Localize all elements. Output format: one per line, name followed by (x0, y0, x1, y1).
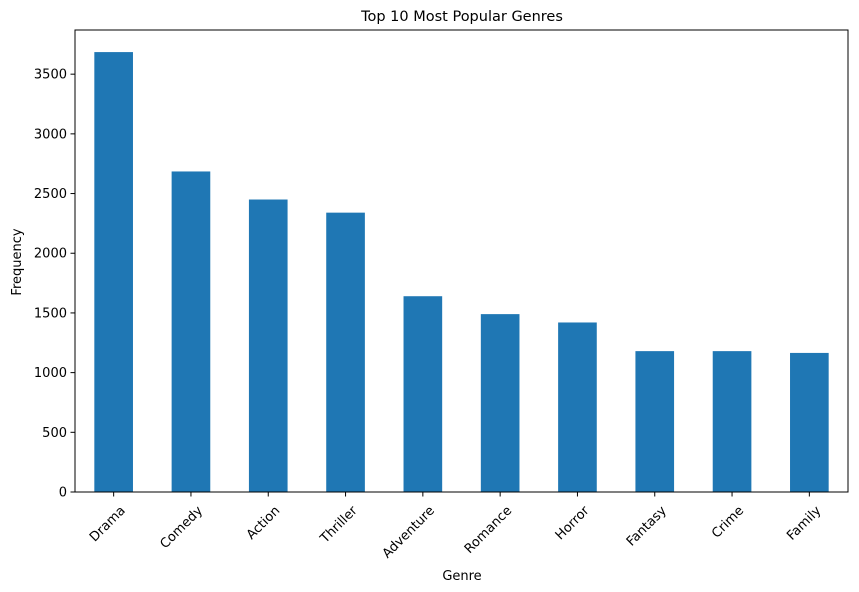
chart-title: Top 10 Most Popular Genres (360, 9, 563, 25)
bar-horror (558, 322, 597, 492)
y-tick-label: 2000 (34, 247, 67, 262)
y-tick-label: 2500 (34, 187, 67, 202)
x-axis-ticks: Drama Comedy Action Thriller Adventure Romanc… (87, 492, 825, 562)
bar-crime (712, 351, 752, 492)
bar-thriller (326, 212, 365, 492)
x-tick-label: Adventure (380, 503, 438, 561)
y-tick-label: 3000 (34, 127, 67, 142)
x-tick-label: Fantasy (624, 503, 670, 549)
axes-border (74, 29, 849, 493)
x-tick-label: Thriller (317, 503, 361, 547)
y-axis-ticks: 0 500 1000 1500 2000 2500 3000 3500 (34, 68, 75, 501)
y-tick-label: 500 (42, 426, 67, 441)
bar-fantasy (635, 351, 675, 492)
y-tick-label: 1000 (34, 366, 67, 381)
bar-action (248, 199, 288, 492)
bars-group (94, 52, 829, 493)
y-tick-label: 3500 (34, 68, 67, 83)
x-tick-label: Horror (553, 503, 593, 543)
bar-romance (480, 314, 520, 492)
axes-frame (74, 29, 849, 493)
x-axis-label: Genre (442, 569, 481, 584)
bar-comedy (171, 171, 211, 492)
y-tick-label: 1500 (34, 306, 67, 321)
bar-adventure (403, 296, 443, 492)
x-tick-label: Comedy (157, 503, 206, 552)
y-tick-label: 0 (59, 486, 67, 501)
bar-family (790, 352, 829, 492)
x-tick-label: Crime (709, 503, 747, 541)
y-axis-label: Frequency (10, 228, 25, 295)
x-tick-label: Action (244, 503, 283, 542)
x-tick-label: Drama (87, 503, 129, 545)
bar-drama (94, 52, 133, 493)
x-tick-label: Family (784, 503, 824, 543)
x-tick-label: Romance (462, 503, 515, 556)
